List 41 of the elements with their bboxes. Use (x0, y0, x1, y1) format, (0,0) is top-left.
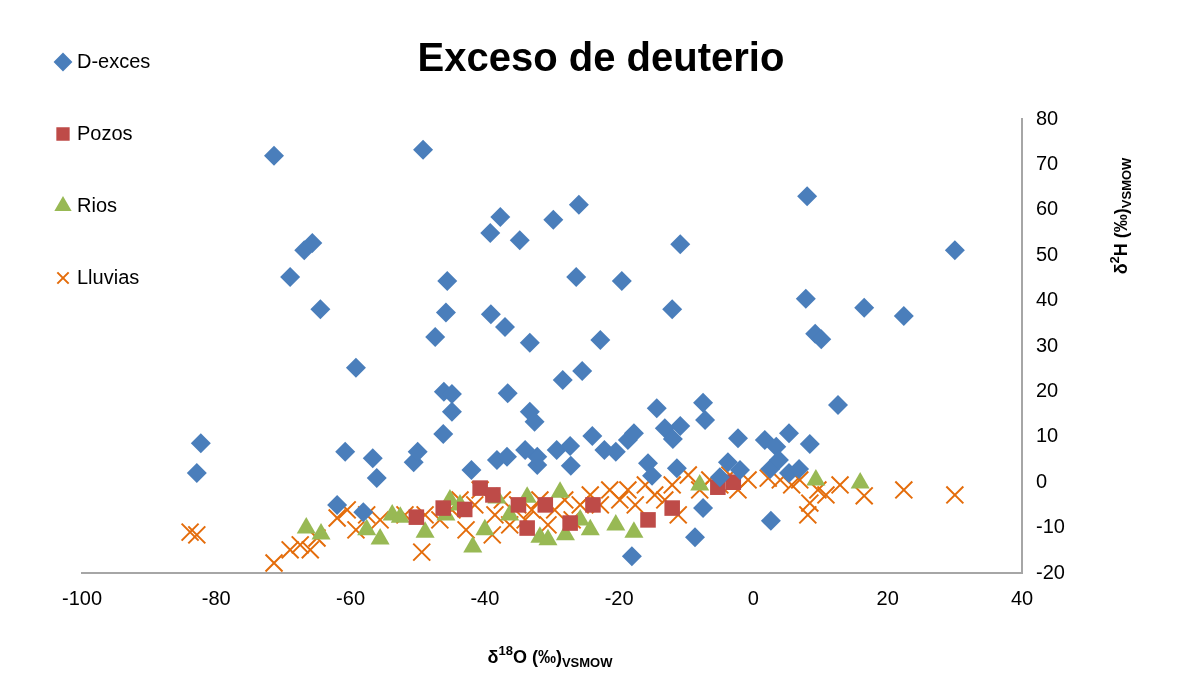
y-tick-label: 0 (1036, 469, 1048, 492)
point (580, 518, 600, 536)
x-tick-label: -60 (336, 586, 366, 609)
point (311, 522, 331, 540)
x-tick-label: -100 (61, 586, 103, 609)
x-tick-label: -20 (604, 586, 634, 609)
point (370, 527, 390, 545)
point (390, 506, 410, 523)
point (357, 518, 377, 536)
x-tick-label: 20 (876, 586, 899, 609)
legend-label: Rios (77, 193, 118, 216)
point (463, 536, 483, 553)
point (690, 473, 710, 491)
x-tick-label: -40 (470, 586, 500, 609)
point (538, 528, 558, 546)
chart-title: Exceso de deuterio (417, 35, 785, 80)
legend-label: Lluvias (77, 265, 140, 288)
point (806, 468, 826, 486)
y-tick-label: 80 (1036, 106, 1059, 129)
point (624, 521, 644, 538)
x-tick-label: -80 (201, 586, 231, 609)
y-tick-label: 20 (1036, 378, 1059, 401)
y-tick-label: 40 (1036, 288, 1059, 311)
legend-label: Pozos (77, 121, 133, 144)
y-tick-label: -20 (1036, 560, 1065, 583)
y-axis-title: δ2H (‰)VSMOW (1107, 156, 1134, 275)
x-tick-label: 0 (747, 586, 759, 609)
y-tick-label: -10 (1036, 515, 1065, 538)
y-tick-label: 70 (1036, 151, 1059, 174)
point (850, 472, 870, 489)
point (475, 518, 495, 536)
point (606, 513, 626, 531)
y-tick-label: 10 (1036, 424, 1059, 447)
y-tick-label: 50 (1036, 242, 1059, 265)
y-tick-label: 60 (1036, 197, 1059, 220)
point (415, 521, 435, 538)
y-tick-label: 30 (1036, 333, 1059, 356)
legend-label: D-exces (77, 49, 151, 72)
point (296, 517, 316, 534)
x-tick-label: 40 (1010, 586, 1034, 609)
point (550, 481, 570, 498)
